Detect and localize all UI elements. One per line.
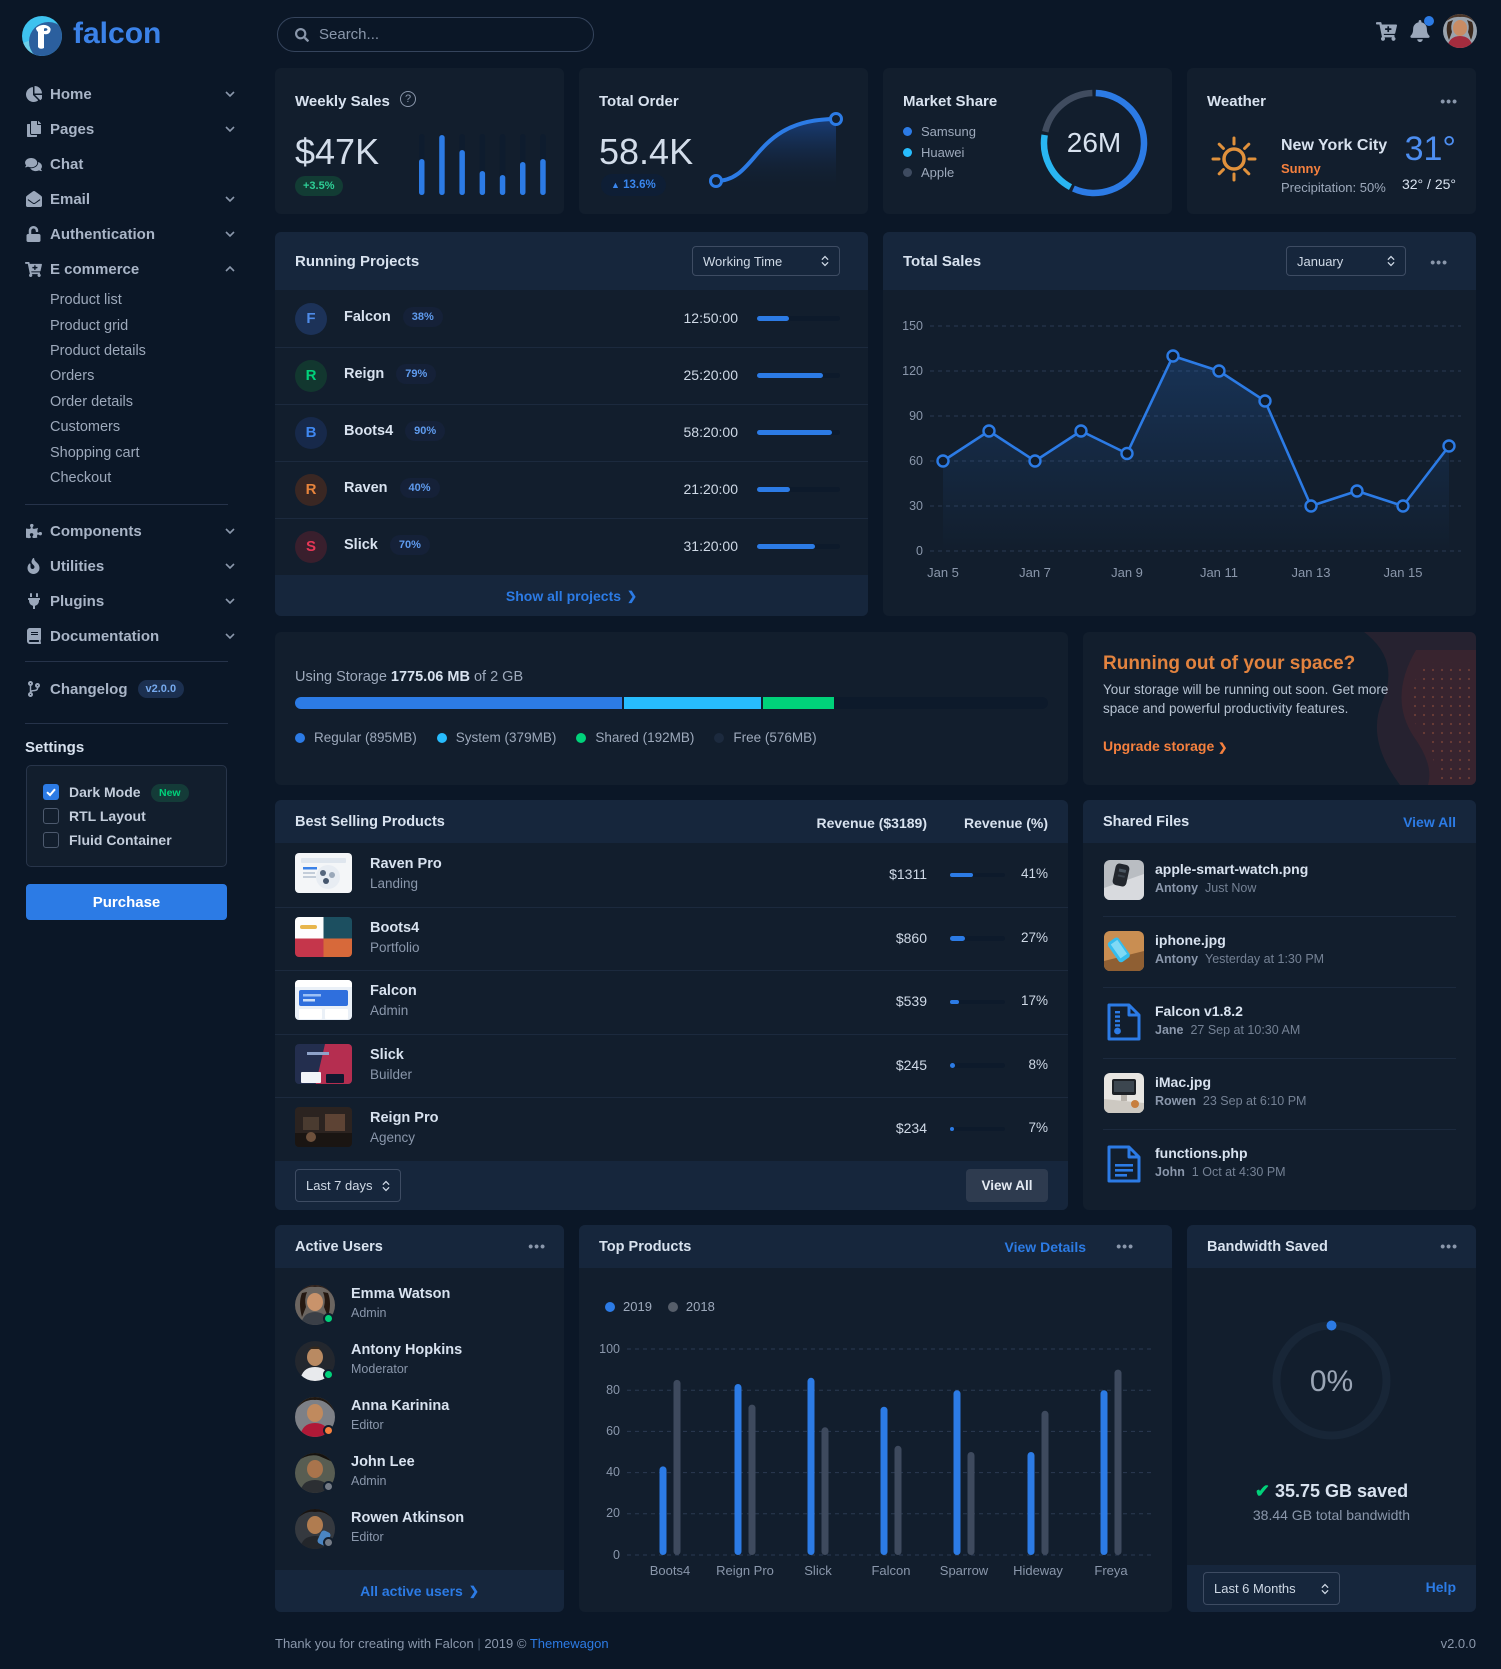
svg-text:20: 20: [606, 1506, 620, 1520]
svg-text:90: 90: [909, 409, 923, 423]
svg-text:Reign Pro: Reign Pro: [716, 1563, 774, 1578]
svg-text:0: 0: [916, 544, 923, 558]
svg-text:Jan 13: Jan 13: [1291, 565, 1330, 580]
svg-text:Slick: Slick: [804, 1563, 832, 1578]
svg-text:40: 40: [606, 1465, 620, 1479]
svg-text:150: 150: [902, 319, 923, 333]
svg-text:Boots4: Boots4: [650, 1563, 690, 1578]
svg-text:0%: 0%: [1310, 1365, 1353, 1398]
svg-text:Freya: Freya: [1094, 1563, 1128, 1578]
svg-text:Hideway: Hideway: [1013, 1563, 1063, 1578]
svg-text:Jan 15: Jan 15: [1383, 565, 1422, 580]
svg-text:Jan 7: Jan 7: [1019, 565, 1051, 580]
svg-text:Jan 9: Jan 9: [1111, 565, 1143, 580]
svg-text:30: 30: [909, 499, 923, 513]
svg-text:0: 0: [613, 1548, 620, 1562]
svg-text:60: 60: [606, 1424, 620, 1438]
svg-text:Falcon: Falcon: [871, 1563, 910, 1578]
svg-text:60: 60: [909, 454, 923, 468]
svg-text:Jan 11: Jan 11: [1200, 565, 1238, 580]
svg-text:80: 80: [606, 1383, 620, 1397]
svg-text:Jan 5: Jan 5: [927, 565, 959, 580]
svg-text:26M: 26M: [1067, 127, 1121, 158]
svg-text:120: 120: [902, 364, 923, 378]
svg-text:100: 100: [599, 1342, 620, 1356]
svg-text:Sparrow: Sparrow: [940, 1563, 989, 1578]
